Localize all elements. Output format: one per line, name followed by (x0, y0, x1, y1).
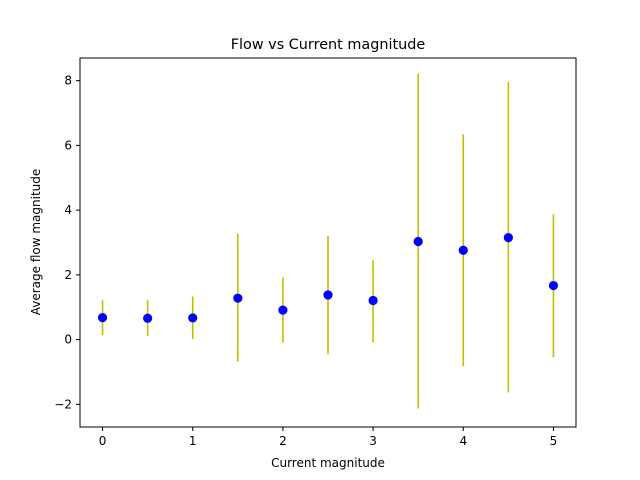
y-tick-label: 0 (64, 333, 72, 347)
data-point (503, 233, 513, 243)
y-tick-label: −2 (54, 397, 72, 411)
chart-title: Flow vs Current magnitude (231, 37, 426, 53)
data-point (413, 236, 423, 247)
y-tick-label: 2 (64, 268, 72, 282)
errorbars-layer (101, 73, 555, 409)
x-tick-label: 4 (459, 434, 467, 448)
y-tick-label: 8 (64, 74, 72, 88)
x-axis-label: Current magnitude (271, 456, 385, 470)
data-point (323, 290, 333, 300)
x-tick-label: 0 (99, 434, 107, 448)
x-axis-ticks: 0 1 2 3 4 5 (99, 427, 558, 448)
x-tick-label: 3 (369, 434, 377, 448)
y-tick-label: 6 (64, 138, 72, 152)
plot-area-frame (79, 57, 577, 428)
x-tick-label: 5 (550, 434, 558, 448)
data-point (143, 313, 153, 323)
data-point (458, 245, 468, 255)
data-point (278, 305, 288, 315)
points-layer (97, 233, 559, 323)
x-tick-label: 2 (279, 434, 287, 448)
data-point (368, 295, 378, 306)
data-point (188, 313, 198, 323)
data-point (548, 280, 559, 291)
x-tick-label: 1 (189, 434, 197, 448)
data-point (233, 293, 243, 303)
y-axis-ticks: −2 0 2 4 6 8 (54, 74, 80, 411)
y-axis-label: Average flow magnitude (29, 169, 43, 316)
data-point (97, 312, 108, 323)
y-tick-label: 4 (64, 203, 72, 217)
